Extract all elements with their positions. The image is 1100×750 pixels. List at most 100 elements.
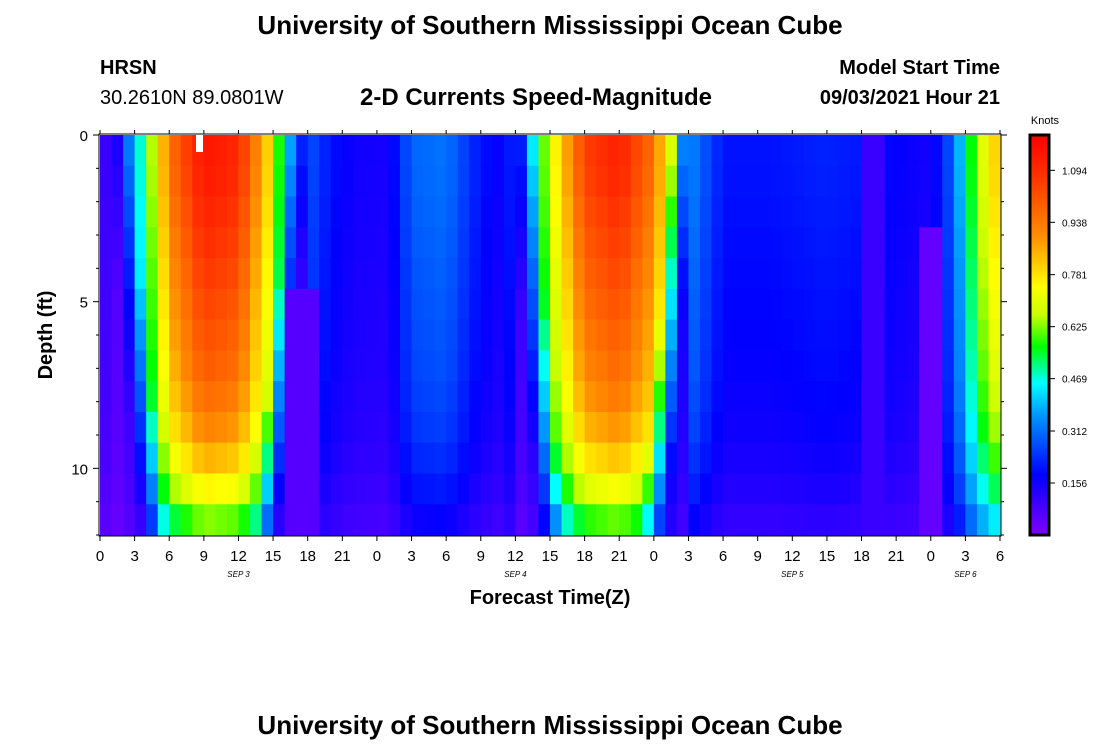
heatmap-cell (238, 319, 251, 351)
heatmap-cell (873, 165, 886, 198)
heatmap-cell (803, 411, 816, 444)
heatmap-cell (192, 504, 205, 536)
heatmap-cell (676, 135, 690, 167)
heatmap-cell (769, 411, 782, 444)
heatmap-cell (411, 504, 424, 536)
x-tick-label: 0 (96, 548, 104, 565)
heatmap-cell (976, 165, 990, 198)
heatmap-cell (757, 381, 770, 413)
heatmap-cell (365, 381, 378, 413)
heatmap-cell (480, 135, 493, 167)
heatmap-cell (930, 288, 943, 321)
heatmap-cell (665, 165, 678, 198)
heatmap-cell (446, 135, 459, 167)
heatmap-cell (111, 381, 124, 413)
heatmap-cell (215, 473, 228, 505)
heatmap-cell (815, 504, 828, 536)
heatmap-cell (700, 165, 713, 198)
heatmap-cell (157, 504, 170, 536)
heatmap-cell (861, 319, 874, 351)
heatmap-cell (550, 504, 563, 536)
heatmap-cell (596, 165, 609, 198)
heatmap-cell (676, 165, 690, 198)
heatmap-cell (988, 381, 1001, 413)
x-axis-title: Forecast Time(Z) (470, 587, 631, 609)
heatmap-cell (919, 319, 932, 351)
heatmap-cell (734, 258, 747, 290)
heatmap-cell (157, 381, 170, 413)
heatmap-cell (169, 442, 182, 475)
heatmap-cell (169, 165, 182, 198)
heatmap-cell (642, 196, 655, 228)
heatmap-cell (123, 442, 136, 475)
heatmap-cell (884, 381, 897, 413)
heatmap-cell (284, 227, 297, 259)
heatmap-cell (780, 196, 793, 228)
heatmap-cell (250, 135, 263, 167)
heatmap-cell (503, 504, 516, 536)
heatmap-cell (250, 165, 263, 198)
heatmap-cell (550, 165, 563, 198)
heatmap-cell (492, 473, 505, 505)
heatmap-cell (630, 381, 643, 413)
heatmap-cell (838, 319, 851, 351)
heatmap-cell (838, 381, 851, 413)
heatmap-cell (757, 473, 770, 505)
heatmap-cell (469, 350, 482, 382)
heatmap-cell (215, 196, 228, 228)
heatmap-cell (538, 319, 551, 351)
heatmap-cell (261, 411, 274, 444)
heatmap-cell (746, 319, 759, 351)
heatmap-cell (192, 258, 205, 290)
heatmap-cell (388, 196, 401, 228)
heatmap-cell (342, 350, 355, 382)
heatmap-cell (503, 258, 516, 290)
heatmap-cell (376, 258, 390, 290)
heatmap-cell (469, 288, 482, 321)
heatmap-cell (526, 381, 540, 413)
heatmap-cell (700, 288, 713, 321)
heatmap-cell (780, 442, 793, 475)
heatmap-cell (642, 381, 655, 413)
heatmap-cell (780, 135, 793, 167)
heatmap-cell (596, 411, 609, 444)
heatmap-cell (457, 381, 470, 413)
heatmap-cell (942, 227, 955, 259)
heatmap-cell (411, 227, 424, 259)
heatmap-cell (573, 258, 586, 290)
heatmap-cell (988, 135, 1001, 167)
heatmap-cell (376, 504, 390, 536)
heatmap-cell (850, 196, 863, 228)
heatmap-cell (134, 442, 147, 475)
heatmap-cell (676, 504, 690, 536)
heatmap-cell (734, 411, 747, 444)
heatmap-cell (376, 381, 390, 413)
heatmap-cell (896, 381, 909, 413)
heatmap-cell (573, 165, 586, 198)
heatmap-cell (388, 473, 401, 505)
heatmap-cell (492, 258, 505, 290)
heatmap-cell (780, 258, 793, 290)
x-tick-label: 9 (477, 548, 485, 565)
heatmap-cell (215, 319, 228, 351)
heatmap-cell (353, 473, 366, 505)
heatmap-cell (965, 165, 978, 198)
heatmap-cell (942, 350, 955, 382)
day-label: SEP 4 (504, 570, 527, 579)
heatmap-cell (330, 196, 343, 228)
heatmap-cell (803, 165, 816, 198)
heatmap-cell (250, 350, 263, 382)
heatmap-cell (492, 288, 505, 321)
heatmap-cell (503, 473, 516, 505)
heatmap-cell (607, 196, 620, 228)
heatmap-cell (423, 381, 436, 413)
heatmap-cell (100, 196, 113, 228)
heatmap-cell (942, 442, 955, 475)
y-tick-label: 5 (80, 295, 88, 312)
colorbar-tick-label: 0.625 (1062, 323, 1087, 334)
heatmap-cell (434, 381, 447, 413)
heatmap-cell (953, 411, 966, 444)
heatmap-cell (273, 227, 286, 259)
heatmap-cell (111, 442, 124, 475)
heatmap-cell (688, 411, 701, 444)
